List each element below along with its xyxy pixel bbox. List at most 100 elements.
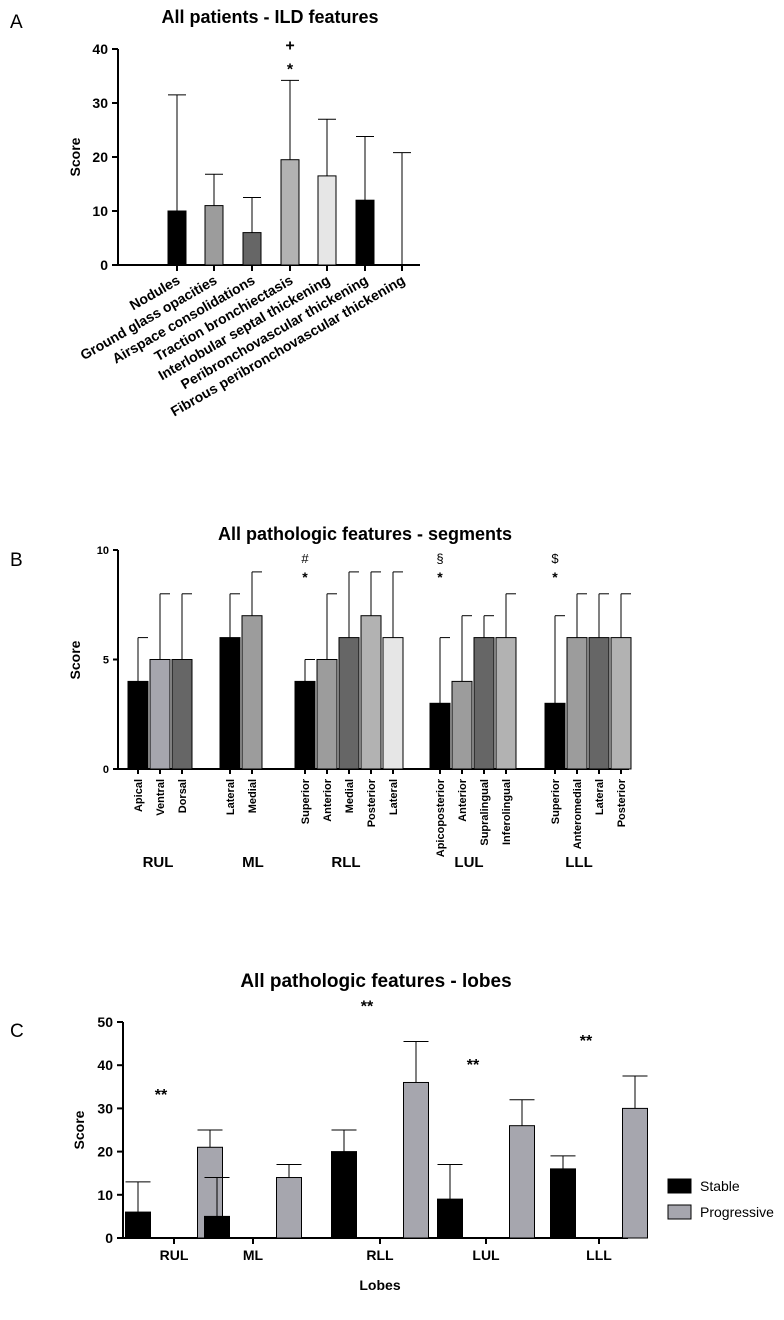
chart-title: All pathologic features - lobes <box>240 971 511 992</box>
bar-interlobular-septal-thickening <box>317 175 337 266</box>
bar-stable-ml <box>204 1215 230 1239</box>
x-category-label: Posterior <box>366 778 378 827</box>
group-label: RLL <box>331 854 360 871</box>
bar-lll-superior <box>544 702 566 770</box>
significance-marker: ** <box>580 1033 593 1050</box>
panel-label-c: C <box>10 1021 24 1042</box>
segment-group-rul: Apical Ventral Dorsal RUL <box>127 593 193 871</box>
y-tick-label: 10 <box>97 545 109 557</box>
chart-title: All patients - ILD features <box>161 7 378 27</box>
lobe-group-lll: LLL ** <box>550 1033 648 1263</box>
y-tick-label: 0 <box>105 1230 113 1246</box>
bar-rll-superior <box>294 680 316 770</box>
bar-lul-apicoposterior <box>429 702 451 770</box>
panel-a: A All patients - ILD features Score 0 10 20 30… <box>10 7 420 419</box>
lobe-group-rul: RUL ** <box>125 1087 223 1263</box>
bar-ml-medial <box>241 615 263 770</box>
bar-lul-anterior <box>451 680 473 770</box>
bar-rll-lateral <box>382 637 404 770</box>
significance-marker: ** <box>361 998 374 1015</box>
x-category-label: Ventral <box>155 779 167 816</box>
x-category-label: Anteromedial <box>572 779 584 849</box>
lobe-group-lul: LUL ** <box>437 1057 535 1263</box>
significance-marker: ** <box>467 1057 480 1074</box>
y-axis-title: Score <box>67 640 83 679</box>
x-category-label: Apicoposterior <box>435 778 447 857</box>
bar-rll-medial <box>338 637 360 770</box>
segment-group-lul: Apicoposterior Anterior Supralingual Infero… <box>429 551 517 871</box>
bar-lll-posterior <box>610 637 632 770</box>
bar-peribronchovascular-thickening <box>355 199 375 266</box>
segment-group-ml: Lateral Medial ML <box>219 571 264 871</box>
bar-ml-lateral <box>219 637 241 770</box>
y-tick-label: 30 <box>92 95 108 111</box>
bar-stable-lul <box>437 1198 463 1239</box>
y-axis-title: Score <box>67 137 83 176</box>
lobe-group-rll: RLL ** <box>331 998 429 1263</box>
x-category-label: Medial <box>247 779 259 813</box>
x-category-label: Anterior <box>457 778 469 822</box>
bar-rul-dorsal <box>171 659 193 770</box>
y-tick-label: 20 <box>97 1144 113 1160</box>
panel-c: C All pathologic features - lobes Score Lob… <box>10 971 774 1293</box>
legend-swatch-progressive <box>667 1204 692 1220</box>
significance-marker: + <box>285 37 294 54</box>
bar-progressive-lll <box>622 1107 648 1239</box>
y-axis-title: Score <box>71 1110 87 1149</box>
x-category-label: Supralingual <box>479 779 491 846</box>
x-category-label: Dorsal <box>177 779 189 813</box>
bar-rul-apical <box>127 680 149 770</box>
x-category-label: LLL <box>586 1247 612 1263</box>
x-category-label: Lateral <box>594 779 606 815</box>
y-tick-label: 30 <box>97 1100 113 1116</box>
panel-b: B All pathologic features - segments Score… <box>10 524 632 871</box>
segment-group-rll: Superior Anterior Medial Posterior Lateral RL… <box>294 551 404 871</box>
bar-traction-bronchiectasis <box>280 159 300 266</box>
panel-label-a: A <box>10 12 23 33</box>
lobe-group-ml: ML <box>204 1164 302 1263</box>
group-label: LLL <box>565 854 593 871</box>
bar-stable-lll <box>550 1168 576 1239</box>
x-category-label: Apical <box>133 779 145 812</box>
y-tick-label: 20 <box>92 149 108 165</box>
x-category-label: Posterior <box>616 778 628 827</box>
y-tick-label: 0 <box>103 764 109 776</box>
significance-marker: ** <box>155 1087 168 1104</box>
x-category-label: Inferolingual <box>501 779 513 845</box>
legend-label-stable: Stable <box>700 1178 740 1194</box>
bar-progressive-lul <box>509 1125 535 1239</box>
y-tick-label: 40 <box>97 1057 113 1073</box>
y-tick-label: 5 <box>103 655 109 667</box>
significance-marker: * <box>437 569 443 585</box>
significance-marker: * <box>287 61 294 78</box>
significance-marker: * <box>302 569 308 585</box>
x-axis-title: Lobes <box>359 1277 400 1293</box>
x-category-label: Lateral <box>225 779 237 815</box>
bar-rll-posterior <box>360 615 382 770</box>
bar-progressive-rll <box>403 1081 429 1239</box>
y-tick-label: 50 <box>97 1014 113 1030</box>
bar-rll-anterior <box>316 659 338 770</box>
group-label: LUL <box>454 854 483 871</box>
x-category-label: Medial <box>344 779 356 813</box>
bar-nodules <box>167 210 187 266</box>
bar-lll-anteromedial <box>566 637 588 770</box>
bar-progressive-ml <box>276 1177 302 1239</box>
panel-label-b: B <box>10 550 23 571</box>
y-tick-label: 10 <box>97 1187 113 1203</box>
x-category-label: LUL <box>472 1247 500 1263</box>
y-tick-label: 0 <box>100 257 108 273</box>
x-category-label: RLL <box>366 1247 394 1263</box>
y-tick-label: 10 <box>92 203 108 219</box>
bar-rul-ventral <box>149 659 171 770</box>
x-category-label: RUL <box>160 1247 189 1263</box>
bar-stable-rul <box>125 1211 151 1239</box>
bar-lll-lateral <box>588 637 610 770</box>
x-category-label: Superior <box>300 778 312 824</box>
group-label: ML <box>242 854 264 871</box>
x-category-label: Anterior <box>322 778 334 822</box>
significance-marker: § <box>436 551 443 566</box>
bar-ground-glass-opacities <box>204 205 224 266</box>
chart-title: All pathologic features - segments <box>218 524 512 544</box>
x-category-label: ML <box>243 1247 264 1263</box>
